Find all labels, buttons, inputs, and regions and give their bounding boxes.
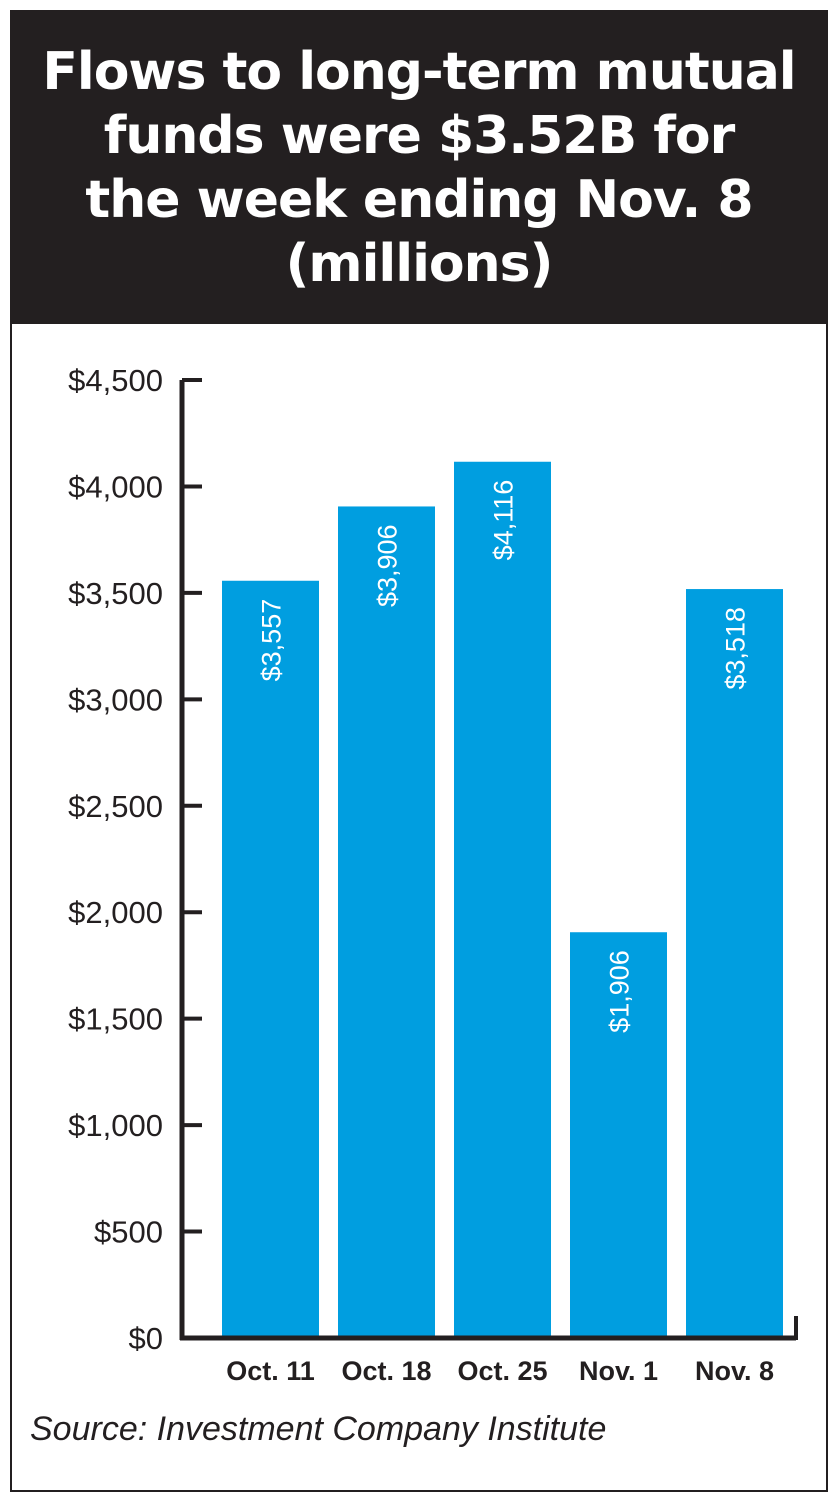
data-label: $3,557 <box>257 599 287 682</box>
bar <box>222 580 319 1338</box>
bar <box>570 932 667 1338</box>
bar <box>454 461 551 1338</box>
data-label: $3,518 <box>721 607 751 690</box>
y-tick-label: $2,500 <box>68 789 163 824</box>
y-tick-label: $500 <box>94 1215 163 1250</box>
y-tick-label: $1,000 <box>68 1108 163 1143</box>
title-banner: Flows to long-term mutual funds were $3.… <box>12 12 826 324</box>
y-tick-label: $4,500 <box>68 363 163 398</box>
x-tick-label: Oct. 18 <box>341 1356 431 1386</box>
x-tick-label: Nov. 1 <box>579 1356 658 1386</box>
y-tick-label: $1,500 <box>68 1002 163 1037</box>
x-tick-label: Nov. 8 <box>695 1356 774 1386</box>
x-tick-label: Oct. 11 <box>226 1356 315 1386</box>
y-tick-label: $2,000 <box>68 895 163 930</box>
bar <box>686 589 783 1338</box>
data-label: $3,906 <box>373 524 403 607</box>
data-label: $1,906 <box>605 950 635 1033</box>
source-note: Source: Investment Company Institute <box>30 1410 607 1448</box>
bar <box>338 506 435 1338</box>
data-label: $4,116 <box>489 480 519 561</box>
chart-title: Flows to long-term mutual funds were $3.… <box>42 42 796 294</box>
y-tick-label: $3,000 <box>68 682 163 717</box>
x-tick-label: Oct. 25 <box>457 1356 547 1386</box>
y-tick-label: $0 <box>129 1321 163 1356</box>
y-tick-label: $4,000 <box>68 469 163 504</box>
y-tick-label: $3,500 <box>68 576 163 611</box>
